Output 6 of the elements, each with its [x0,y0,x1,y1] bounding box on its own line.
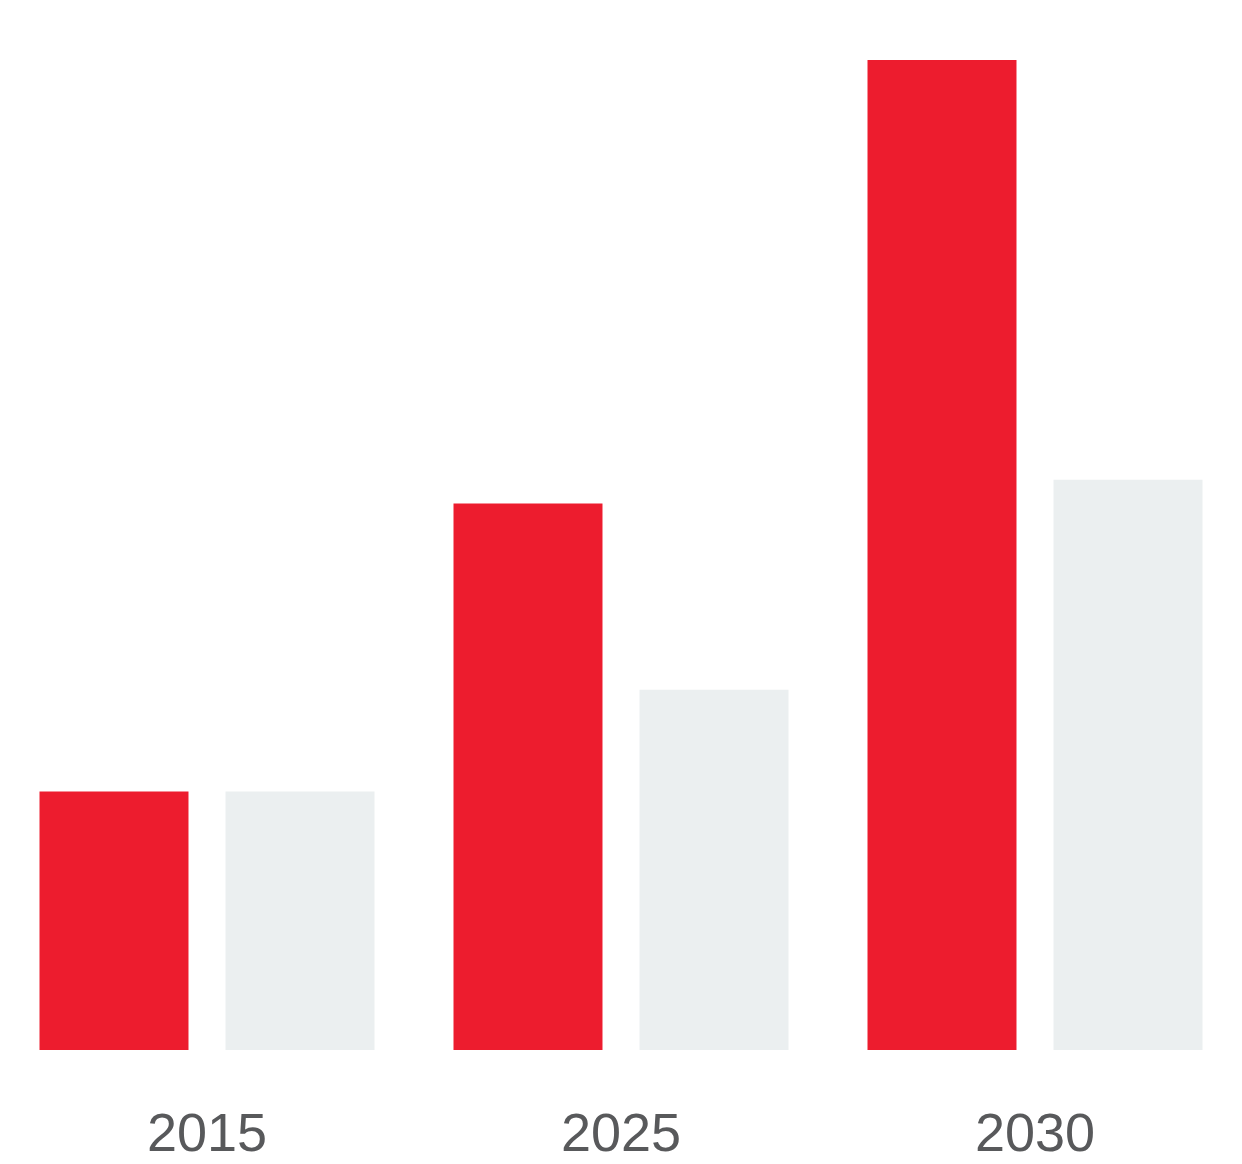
bar [453,503,603,1050]
x-tick-label: 2030 [974,1102,1096,1163]
x-tick-label: 2015 [146,1102,268,1163]
bar [867,60,1017,1050]
x-tick-label: 2025 [560,1102,682,1163]
bar [39,791,189,1050]
